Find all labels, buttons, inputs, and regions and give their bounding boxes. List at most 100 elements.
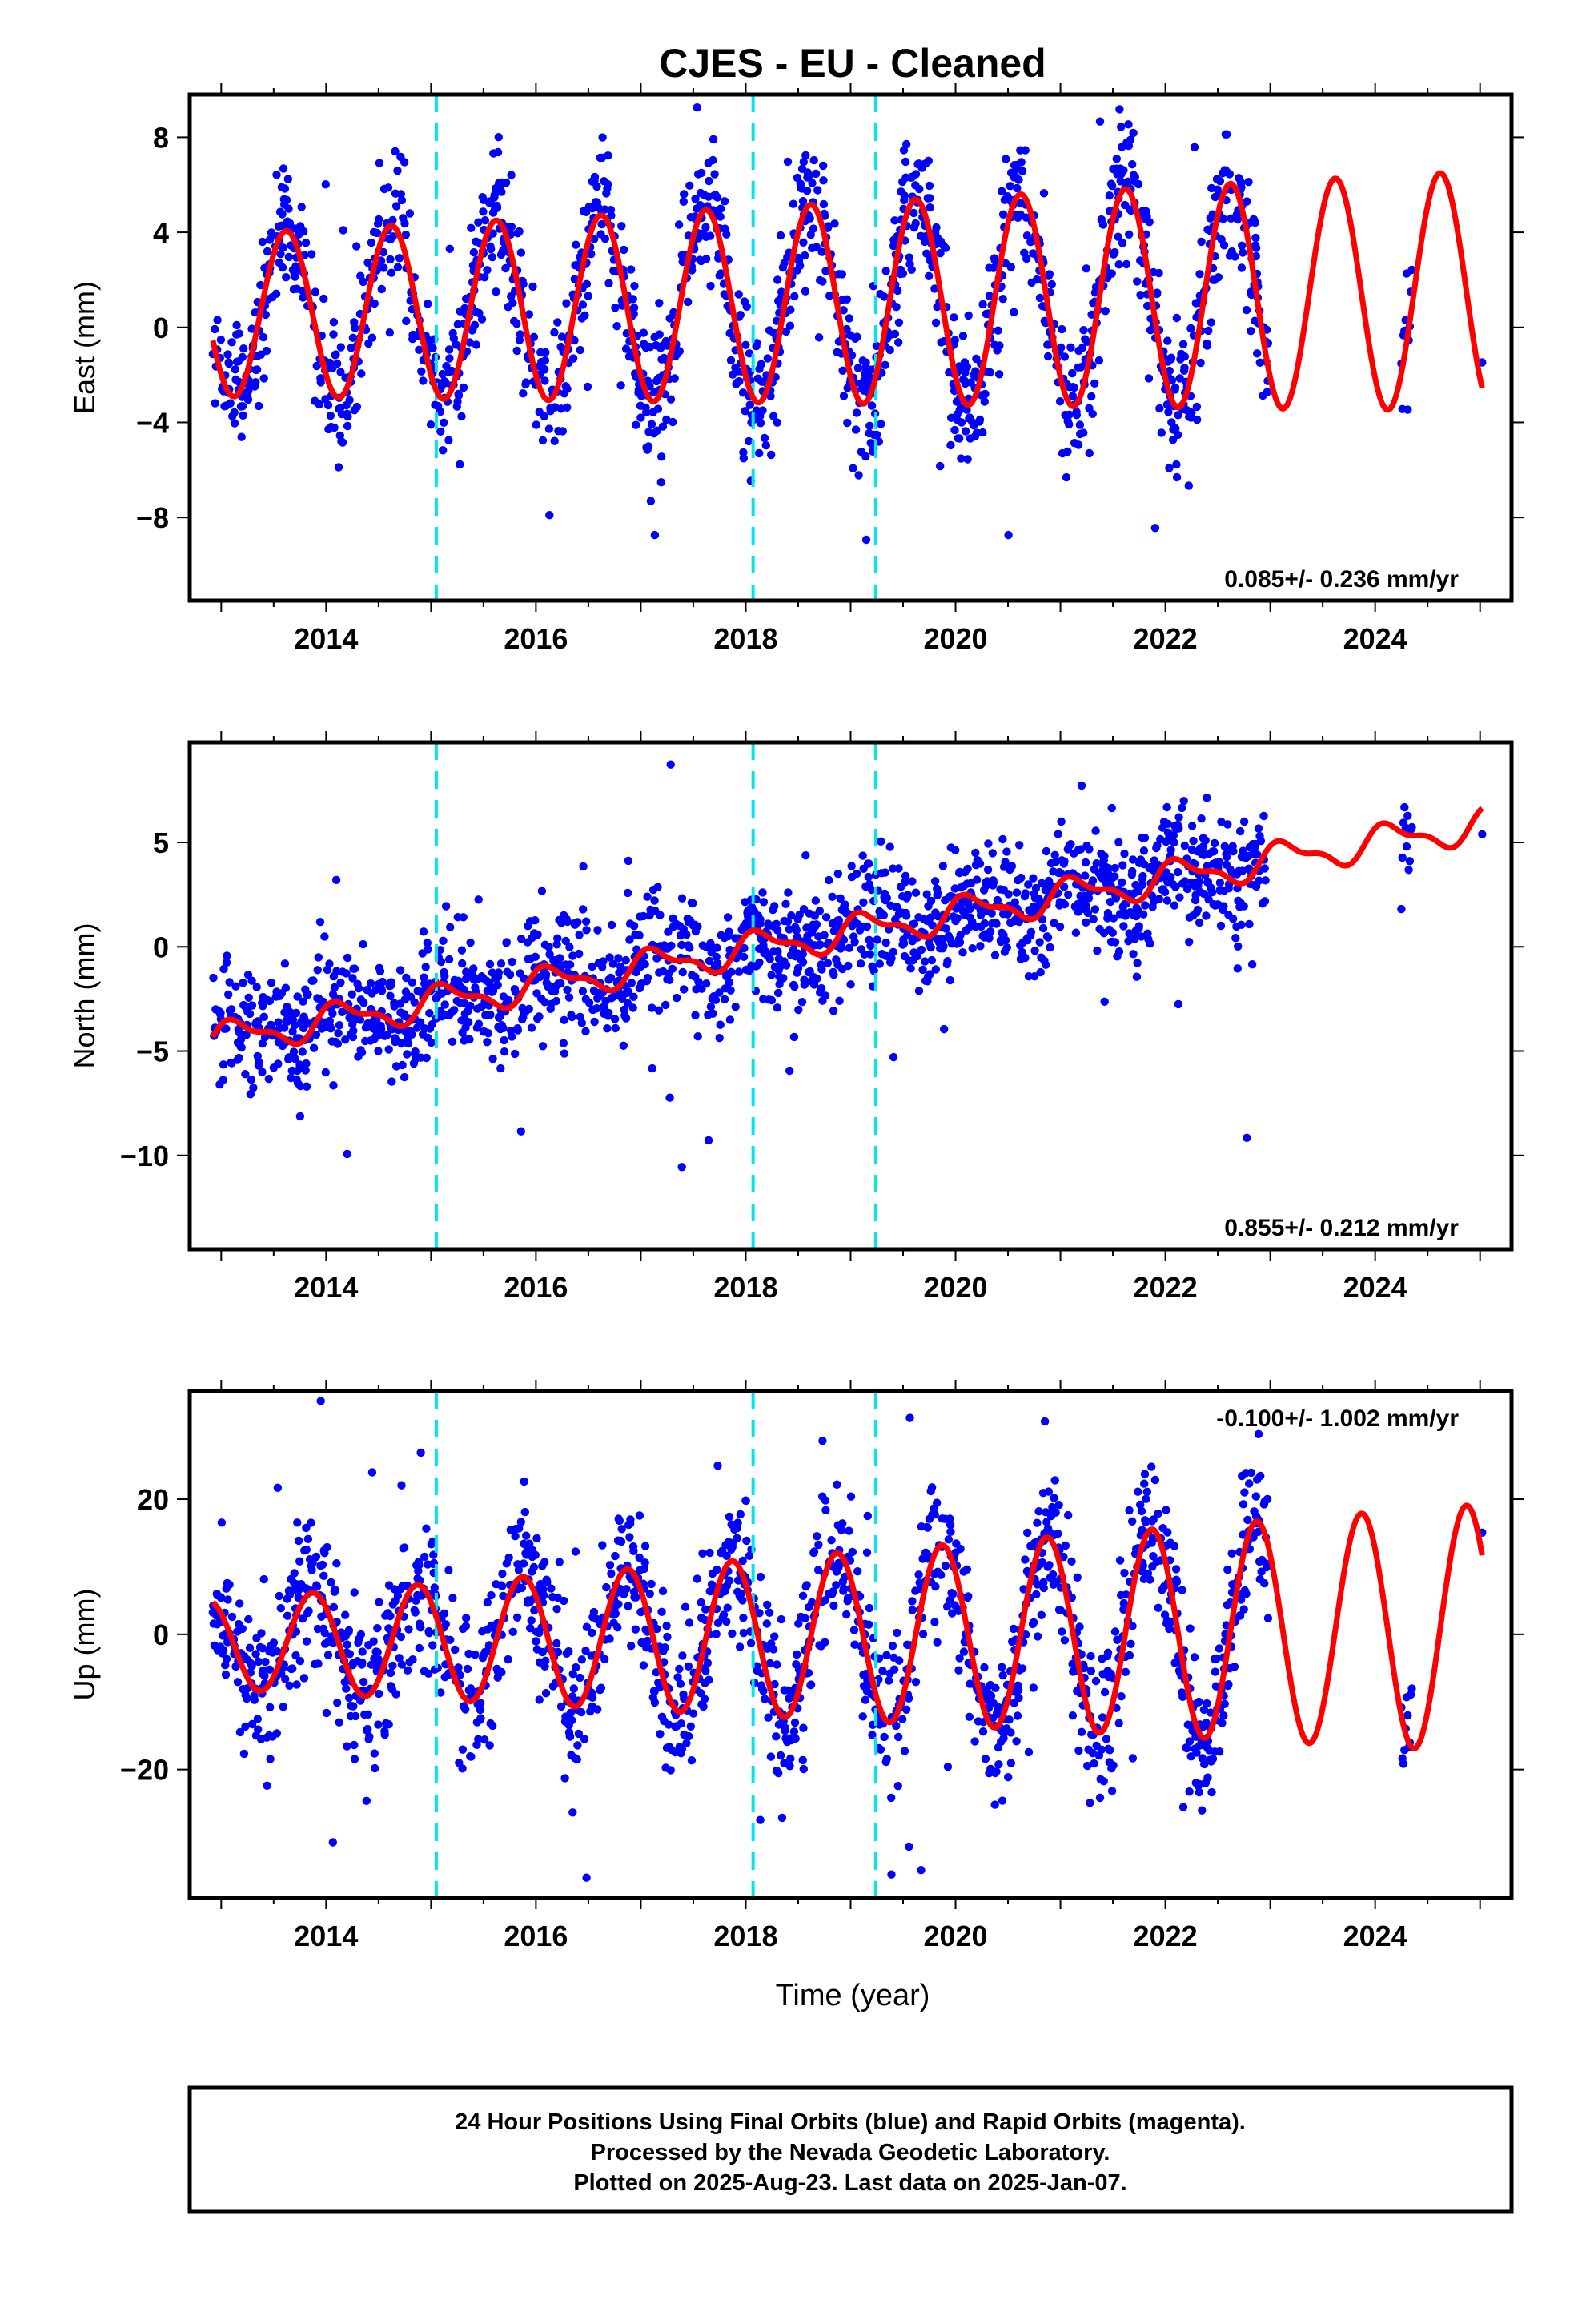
data-point	[1024, 972, 1034, 981]
data-point	[1087, 392, 1096, 401]
data-point	[292, 1680, 301, 1689]
data-point	[873, 430, 881, 440]
data-point	[259, 1012, 268, 1022]
data-point	[568, 951, 577, 960]
data-point	[1203, 341, 1212, 350]
data-point	[1224, 1680, 1233, 1689]
data-point	[285, 1590, 295, 1599]
data-point	[1185, 1787, 1194, 1796]
data-point	[1100, 997, 1109, 1007]
data-point	[1210, 838, 1219, 848]
data-point	[995, 341, 1004, 350]
data-point	[1058, 324, 1066, 334]
data-point	[650, 896, 659, 905]
data-point	[493, 980, 502, 990]
data-point	[894, 338, 903, 347]
data-point	[485, 959, 495, 969]
data-point	[572, 1755, 581, 1764]
data-point	[1174, 411, 1182, 420]
data-point	[497, 1667, 506, 1677]
data-point	[864, 872, 873, 882]
data-point	[774, 1768, 783, 1778]
data-point	[541, 970, 551, 979]
data-point	[1260, 1578, 1269, 1588]
data-point	[939, 942, 948, 951]
data-point	[1251, 251, 1261, 261]
data-point	[255, 401, 263, 411]
data-point	[693, 1574, 701, 1583]
data-point	[858, 851, 867, 860]
data-point	[239, 411, 247, 420]
data-point	[249, 1084, 258, 1092]
data-point	[387, 978, 396, 987]
data-point	[684, 297, 693, 307]
data-point	[573, 918, 582, 927]
data-point	[343, 412, 352, 421]
data-point	[1239, 82, 1247, 90]
data-point	[875, 959, 885, 968]
data-point	[955, 434, 964, 443]
data-point	[962, 1565, 972, 1574]
data-point	[275, 1591, 283, 1601]
data-point	[801, 851, 810, 860]
data-point	[235, 1727, 245, 1737]
data-point	[998, 1663, 1006, 1671]
data-point	[1145, 218, 1154, 227]
data-point	[786, 1754, 795, 1763]
data-point	[998, 1671, 1007, 1680]
data-point	[861, 358, 870, 367]
data-point	[705, 1548, 714, 1558]
data-point	[1228, 915, 1238, 923]
data-point	[556, 954, 564, 963]
data-point	[1036, 967, 1045, 977]
data-point	[697, 168, 706, 178]
data-point	[440, 418, 448, 427]
data-point	[223, 350, 232, 359]
data-point	[471, 1651, 480, 1659]
data-point	[767, 450, 776, 460]
data-point	[512, 346, 521, 356]
data-point	[1092, 859, 1101, 868]
data-point	[815, 907, 825, 915]
data-point	[529, 1562, 539, 1572]
data-point	[713, 1566, 721, 1574]
data-point	[444, 1566, 453, 1574]
data-point	[436, 427, 445, 436]
data-point	[713, 959, 722, 968]
data-point	[529, 332, 539, 341]
data-point	[861, 1695, 870, 1704]
data-point	[282, 195, 291, 204]
data-point	[980, 1663, 989, 1672]
data-point	[1154, 268, 1163, 278]
data-point	[678, 967, 687, 977]
data-point	[1124, 937, 1133, 946]
data-point	[802, 187, 812, 195]
data-point	[535, 1012, 544, 1021]
data-point	[472, 340, 480, 349]
data-point	[524, 1004, 533, 1014]
data-point	[611, 1551, 620, 1561]
data-point	[363, 258, 372, 267]
data-point	[1202, 911, 1211, 920]
data-point	[951, 846, 960, 854]
data-point	[1058, 1627, 1066, 1636]
data-point	[980, 919, 990, 928]
data-point	[527, 1023, 536, 1032]
data-point	[1181, 877, 1190, 886]
data-point	[865, 372, 874, 381]
data-point	[1006, 263, 1016, 271]
data-point	[1086, 1651, 1095, 1661]
data-point	[1114, 260, 1123, 269]
data-point	[1180, 364, 1189, 372]
data-point	[787, 911, 796, 920]
data-point	[1195, 918, 1204, 927]
data-point	[1199, 889, 1209, 899]
data-point	[1061, 1541, 1070, 1550]
data-point	[538, 1042, 548, 1051]
data-point	[1014, 917, 1024, 927]
data-point	[555, 1558, 564, 1566]
data-point	[1066, 343, 1075, 352]
data-point	[1237, 920, 1246, 930]
data-point	[553, 318, 562, 327]
data-point	[911, 1678, 921, 1687]
